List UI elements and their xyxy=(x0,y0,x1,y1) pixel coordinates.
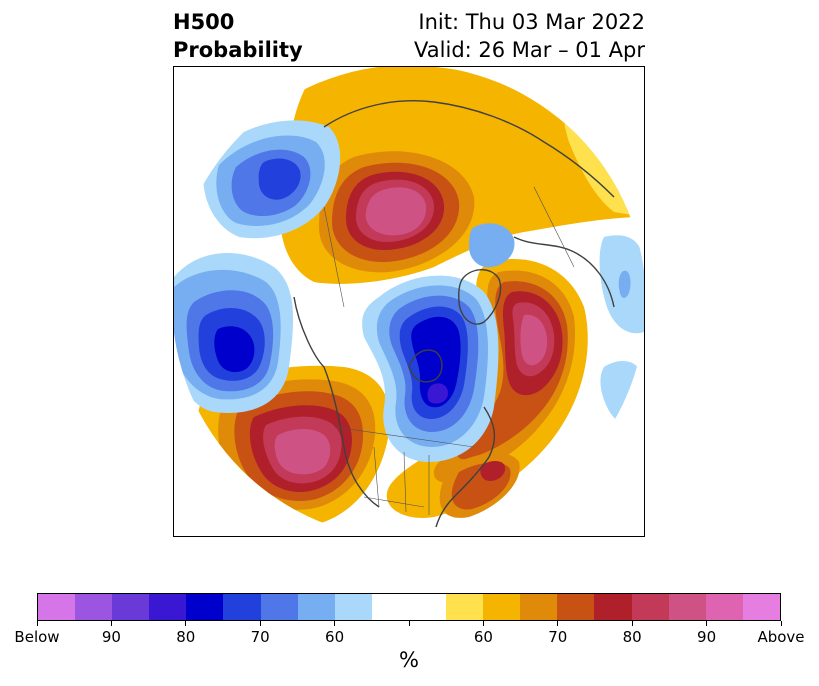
colorbar-tick xyxy=(408,621,410,626)
colorbar-segment xyxy=(149,594,187,620)
coastline-greenland xyxy=(458,269,502,325)
above-anomaly-west-us-90 xyxy=(274,429,331,475)
probability-map xyxy=(174,67,644,536)
coastlines xyxy=(293,100,615,528)
border-mexico xyxy=(363,496,425,508)
political-borders xyxy=(323,186,575,515)
colorbar-segment xyxy=(334,594,372,620)
colorbar-tick-label: 70 xyxy=(548,628,568,646)
border-russia-west xyxy=(533,186,575,268)
title-left: H500 Probability xyxy=(173,8,303,64)
colorbar-tick xyxy=(334,621,336,626)
colorbar-segment xyxy=(594,594,632,620)
colorbar-tick xyxy=(706,621,708,626)
colorbar-tick xyxy=(36,621,38,626)
colorbar-segment xyxy=(705,594,743,620)
variable-title: H500 xyxy=(173,10,235,34)
colorbar-tick xyxy=(185,621,187,626)
above-anomaly-arctic-90 xyxy=(365,187,427,236)
shaded-field xyxy=(174,67,644,536)
colorbar-tick xyxy=(482,621,484,626)
coastline-north-america-west xyxy=(293,296,380,508)
colorbar-segment xyxy=(408,594,447,620)
init-time: Init: Thu 03 Mar 2022 xyxy=(418,10,645,34)
valid-period: Valid: 26 Mar – 01 Apr xyxy=(414,38,645,62)
colorbar-tick-label: 80 xyxy=(176,628,196,646)
colorbar-segment xyxy=(557,594,595,620)
below-anomaly-canada-90 xyxy=(411,316,461,408)
colorbar-tick xyxy=(557,621,559,626)
colorbar-segment xyxy=(742,594,780,620)
colorbar-segment xyxy=(223,594,261,620)
above-anomaly-atlantic-90 xyxy=(520,314,548,366)
below-anomaly-hudson-core xyxy=(427,383,448,404)
below-anomaly-scandinavia xyxy=(469,223,515,268)
above-anomaly-se-us-80 xyxy=(480,461,506,481)
colorbar-segment xyxy=(520,594,558,620)
coastline-europe xyxy=(513,236,615,308)
colorbar-tick-label: Below xyxy=(14,628,60,646)
colorbar-segment xyxy=(446,594,484,620)
colorbar-segment xyxy=(631,594,669,620)
below-anomaly-east-europe-core xyxy=(618,270,631,298)
colorbar-segment xyxy=(668,594,706,620)
coastline-eurasia xyxy=(323,100,615,198)
border-us-states xyxy=(373,446,430,515)
colorbar-segment xyxy=(371,594,409,620)
colorbar-tick-label: 60 xyxy=(325,628,345,646)
colorbar-segment xyxy=(186,594,224,620)
below-anomaly-pacific-90 xyxy=(214,326,255,373)
variable-subtitle: Probability xyxy=(173,38,303,62)
colorbar-tick-label: 90 xyxy=(101,628,121,646)
below-anomaly-alaska-80 xyxy=(258,158,301,200)
colorbar-tick-label: 90 xyxy=(697,628,717,646)
colorbar-segment xyxy=(38,594,76,620)
colorbar-tick xyxy=(631,621,633,626)
colorbar-tick xyxy=(110,621,112,626)
coastline-hudson-bay xyxy=(408,349,443,383)
colorbar-segment xyxy=(75,594,113,620)
colorbar-tick-label: Above xyxy=(757,628,805,646)
colorbar-segment xyxy=(297,594,335,620)
colorbar-segment xyxy=(483,594,521,620)
map-panel xyxy=(173,66,645,537)
colorbar-tick-label: 60 xyxy=(473,628,493,646)
colorbar-segment xyxy=(260,594,298,620)
colorbar-tick-label: 80 xyxy=(622,628,642,646)
colorbar-tick xyxy=(259,621,261,626)
border-alaska-canada xyxy=(323,206,345,308)
colorbar-unit-label: % xyxy=(399,648,419,672)
colorbar-tick-label: 70 xyxy=(250,628,270,646)
colorbar xyxy=(37,593,781,621)
colorbar-segment xyxy=(112,594,150,620)
border-us-canada xyxy=(333,426,475,448)
coastline-north-america-east xyxy=(435,406,496,528)
colorbar-tick xyxy=(780,621,782,626)
title-right: Init: Thu 03 Mar 2022 Valid: 26 Mar – 01… xyxy=(414,8,645,64)
